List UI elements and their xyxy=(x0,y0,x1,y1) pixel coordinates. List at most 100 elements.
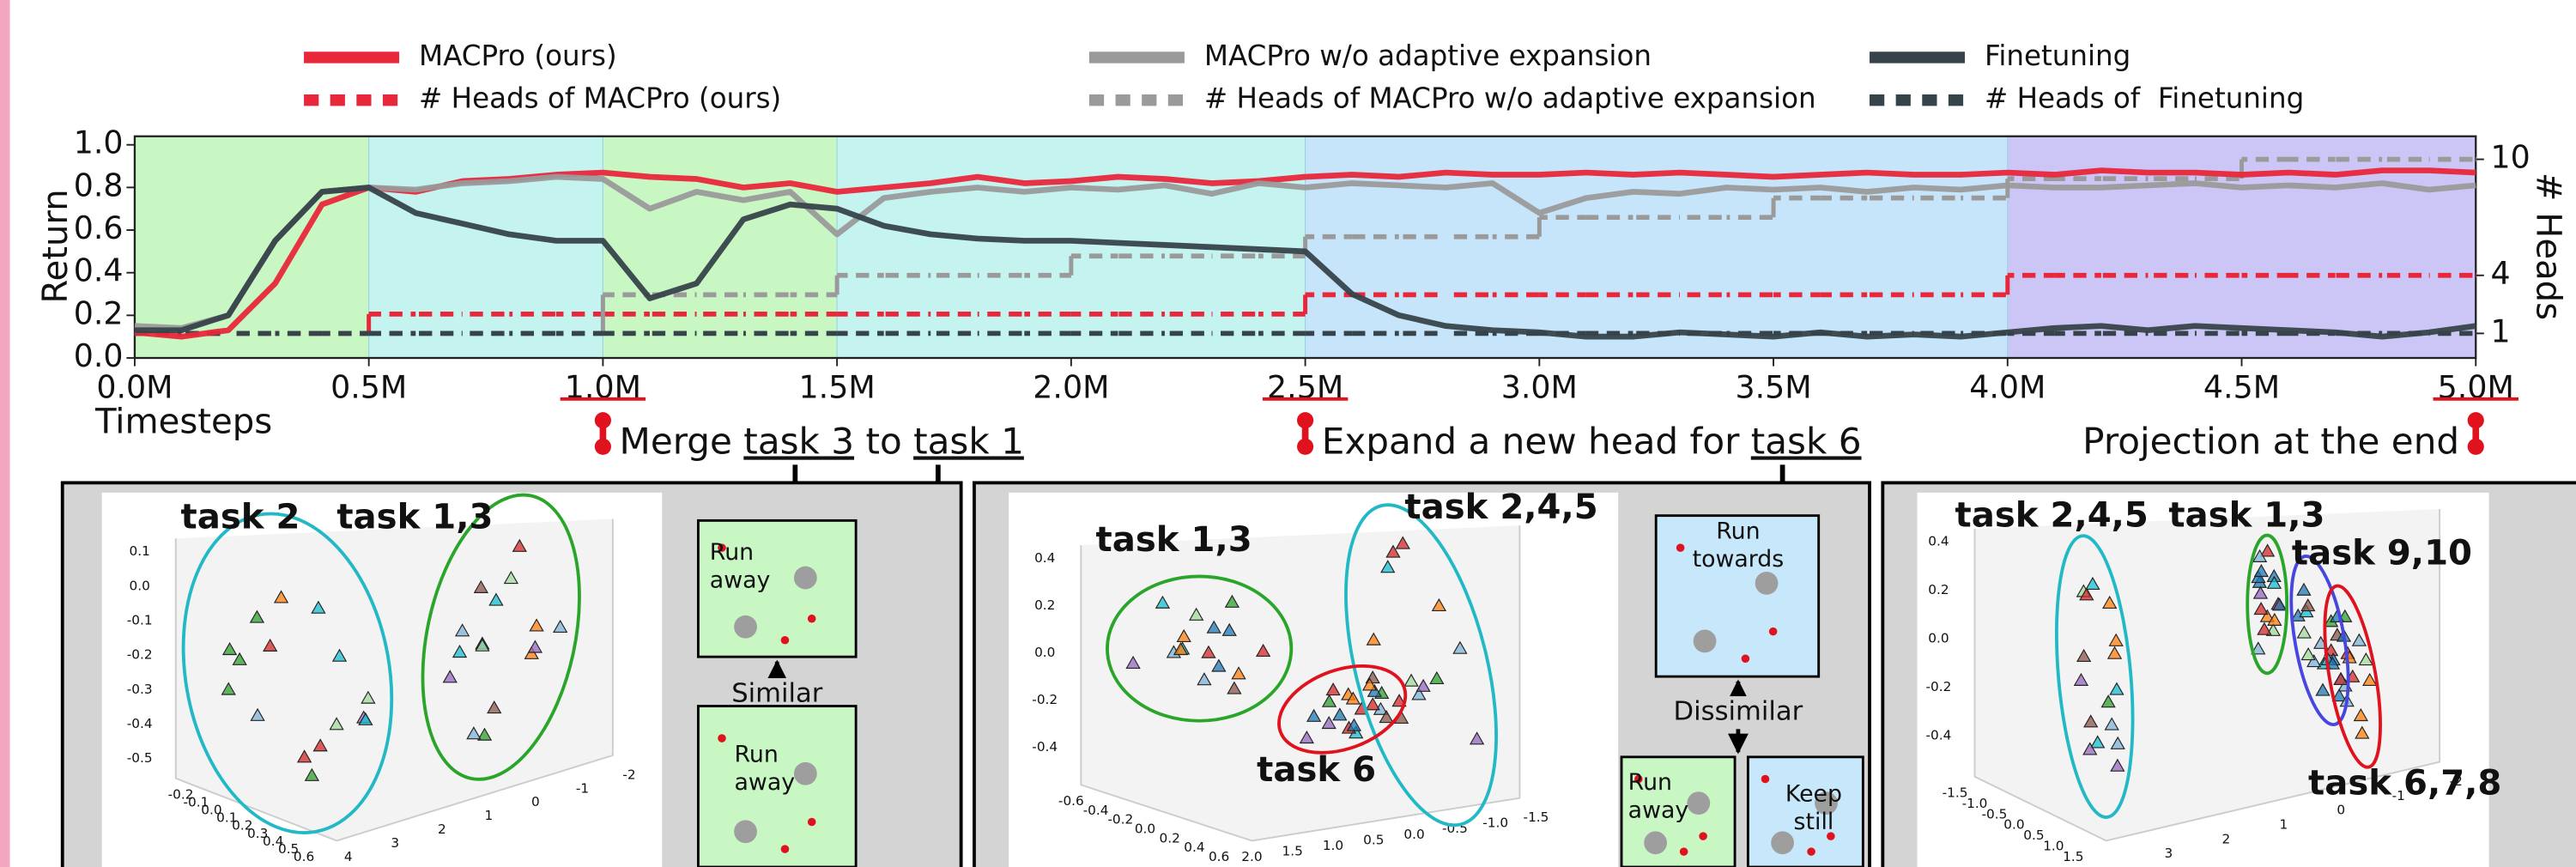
event-pin-foot xyxy=(595,439,611,455)
landmark xyxy=(808,818,816,827)
scatter-tick-label: 1.0 xyxy=(1323,838,1343,853)
scatter-tick-label: 2.0 xyxy=(1241,849,1262,864)
x-tick-label: 3.5M xyxy=(1735,368,1811,405)
scatter-tick-label: -0.4 xyxy=(1083,803,1109,818)
scatter-tick-label: 0.2 xyxy=(1034,597,1055,613)
scatter-tick-label: -0.2 xyxy=(1925,679,1951,694)
event-annotation: Expand a new head for task 6 xyxy=(1322,420,1862,462)
x-tick-label: 1.5M xyxy=(799,368,876,405)
page: {"chart_data": {"type": "line", "xlabel"… xyxy=(0,0,2576,867)
cluster-label: task 2,4,5 xyxy=(1955,496,2149,536)
behaviour-text: away xyxy=(735,769,796,796)
x-tick-label: 4.5M xyxy=(2203,368,2280,405)
scatter-tick-label: -0.4 xyxy=(1925,727,1951,743)
scatter-tick-label: -1.0 xyxy=(1482,815,1508,831)
x-axis-label: Timesteps xyxy=(94,403,272,442)
cluster-label: task 6,7,8 xyxy=(2308,763,2501,803)
scatter-tick-label: 0.5 xyxy=(2023,828,2044,843)
scatter-tick-label: -2 xyxy=(622,767,635,782)
scatter-tick-label: -0.2 xyxy=(127,647,153,663)
scatter-tick-label: -1.5 xyxy=(1524,809,1549,825)
y-tick-label: 0.2 xyxy=(74,294,124,331)
scatter-tick-label: 2 xyxy=(2221,831,2230,846)
scatter-tick-label: 4 xyxy=(344,849,353,864)
scatter-tick-label: 0.6 xyxy=(1209,849,1229,864)
behaviour-text: Run xyxy=(710,539,754,566)
scatter-tick-label: 1 xyxy=(2279,817,2288,833)
y-tick-label: 0.6 xyxy=(74,209,124,246)
event-pin-head xyxy=(595,412,611,428)
task-region xyxy=(369,136,603,358)
y2-axis-label: # Heads xyxy=(2529,173,2568,320)
scatter-tick-label: 0 xyxy=(2337,803,2345,818)
figure: Return # Heads Timesteps 0.00.20.40.60.8… xyxy=(0,0,2576,867)
scatter-tick-label: 0.0 xyxy=(1928,631,1949,646)
scatter-tick-label: -0.4 xyxy=(1032,739,1058,755)
scatter-tick-label: 0.2 xyxy=(1928,582,1949,597)
legend-label: MACPro (ours) xyxy=(419,39,617,72)
scatter-tick-label: 0.0 xyxy=(130,578,150,593)
annotation-part: Merge xyxy=(620,420,744,462)
x-tick-label: 2.0M xyxy=(1033,368,1109,405)
x-tick-label: 0.0M xyxy=(96,368,173,405)
agent xyxy=(1694,629,1717,652)
behaviour-text: Run xyxy=(1628,769,1672,796)
behaviour-text: Keep xyxy=(1785,780,1842,807)
landmark xyxy=(718,734,726,743)
annotation-part: Expand a new head for xyxy=(1322,420,1751,462)
legend-label: # Heads of Finetuning xyxy=(1985,82,2304,115)
scatter-tick-label: 0.1 xyxy=(130,543,150,559)
legend-label: # Heads of MACPro w/o adaptive expansion xyxy=(1204,82,1816,115)
agent xyxy=(794,567,817,590)
behaviour-text: away xyxy=(1628,797,1689,823)
scatter-tick-label: 2 xyxy=(438,822,446,837)
x-tick-label: 4.0M xyxy=(1969,368,2046,405)
x-tick-label: 3.0M xyxy=(1501,368,1578,405)
cluster-label: task 6 xyxy=(1257,750,1376,790)
agent xyxy=(1687,791,1710,815)
landmark xyxy=(1676,543,1685,552)
y2-tick-label: 4 xyxy=(2490,255,2510,292)
legend-label: Finetuning xyxy=(1985,39,2131,72)
legend-label: # Heads of MACPro (ours) xyxy=(419,82,781,115)
event-pin-foot xyxy=(1297,439,1313,455)
cluster-label: task 9,10 xyxy=(2292,534,2472,573)
relation-label: Dissimilar xyxy=(1674,697,1803,727)
agent xyxy=(734,615,757,639)
y-axis-label: Return xyxy=(36,189,76,303)
behaviour-text: still xyxy=(1794,809,1834,835)
scatter-tick-label: 3 xyxy=(2164,846,2173,861)
cluster-label: task 1,3 xyxy=(2168,496,2324,536)
scatter-tick-label: -0.2 xyxy=(1107,812,1133,828)
agent xyxy=(1644,831,1667,854)
landmark xyxy=(808,615,816,623)
landmark xyxy=(1807,847,1815,856)
landmark xyxy=(1680,847,1688,856)
scatter-tick-label: 0.2 xyxy=(1160,830,1180,846)
scatter-tick-label: 0.0 xyxy=(1403,827,1424,842)
agent xyxy=(734,820,757,843)
annotation-part: task 6 xyxy=(1751,420,1862,462)
cluster-label: task 1,3 xyxy=(336,497,493,537)
scatter-tick-label: -0.6 xyxy=(1058,793,1084,809)
task-region xyxy=(1306,136,2008,358)
scatter-tick-label: 1.5 xyxy=(2063,849,2083,864)
event-pin-head xyxy=(2468,412,2484,428)
agent xyxy=(1755,572,1779,595)
behaviour-text: Run xyxy=(735,741,779,767)
landmark xyxy=(781,845,790,853)
y-tick-label: 0.4 xyxy=(74,252,124,289)
scatter-tick-label: -0.1 xyxy=(127,613,153,628)
x-tick-label: 0.5M xyxy=(330,368,407,405)
behaviour-text: Run xyxy=(1716,518,1760,544)
cluster-label: task 2,4,5 xyxy=(1404,488,1597,527)
annotation-part: Projection at the end xyxy=(2082,420,2459,462)
event-pin-head xyxy=(1297,412,1313,428)
scatter-tick-label: 0.4 xyxy=(1184,840,1204,855)
y2-tick-label: 1 xyxy=(2490,312,2510,349)
agent xyxy=(794,762,817,785)
scatter-tick-label: 0.0 xyxy=(2003,817,2024,833)
annotation-part: task 3 xyxy=(743,420,854,462)
scatter-tick-label: 3 xyxy=(391,835,399,851)
behaviour-text: towards xyxy=(1693,546,1785,573)
